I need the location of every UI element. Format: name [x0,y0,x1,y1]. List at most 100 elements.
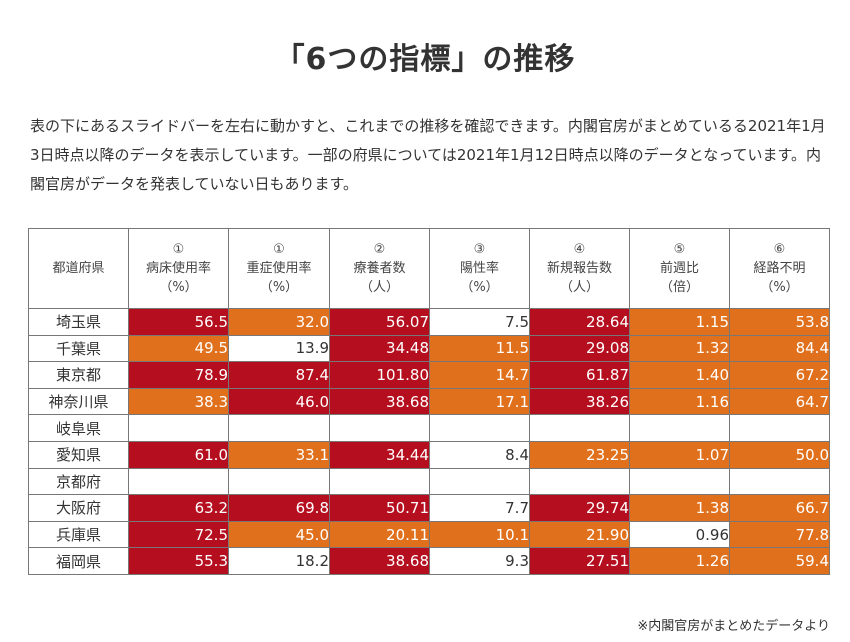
value-cell: 23.25 [529,440,630,469]
value-cell [729,414,830,442]
prefecture-cell: 埼玉県 [28,308,129,336]
column-header: ① 病床使用率 （%） [128,228,229,309]
value-cell: 61.87 [529,361,630,389]
value-cell: 10.1 [429,520,530,549]
table-row: 神奈川県 38.3 46.0 38.68 17.1 38.26 1.16 64.7 [28,387,830,416]
value-cell: 50.71 [329,494,430,522]
prefecture-cell: 大阪府 [28,494,129,522]
column-unit: （人） [359,280,399,295]
value-cell: 45.0 [228,520,330,549]
column-name: 重症使用率 [246,261,312,276]
column-number: ③ [473,242,486,257]
column-number: ⑤ [673,242,686,257]
value-cell: 33.1 [228,440,330,469]
value-cell: 46.0 [228,387,330,416]
value-cell [729,467,830,496]
table-row: 埼玉県 56.5 32.0 56.07 7.5 28.64 1.15 53.8 [28,308,830,336]
value-cell: 7.5 [429,308,530,336]
value-cell: 66.7 [729,494,830,522]
table-row: 大阪府 63.2 69.8 50.71 7.7 29.74 1.38 66.7 [28,494,830,522]
value-cell [128,467,229,496]
value-cell: 61.0 [128,440,229,469]
prefecture-cell: 愛知県 [28,440,129,469]
value-cell: 13.9 [228,334,330,363]
column-name: 療養者数 [353,261,406,276]
column-number: ④ [573,242,586,257]
table-row: 京都府 [28,467,830,496]
column-header: ⑤ 前週比 （倍） [629,228,730,309]
value-cell [228,467,330,496]
column-unit: （%） [760,280,799,295]
table-row: 福岡県 55.3 18.2 38.68 9.3 27.51 1.26 59.4 [28,547,830,575]
prefecture-cell: 岐阜県 [28,414,129,442]
prefecture-cell: 福岡県 [28,547,129,575]
column-header: ⑥ 経路不明 （%） [729,228,830,309]
value-cell: 87.4 [228,361,330,389]
value-cell: 69.8 [228,494,330,522]
value-cell: 53.8 [729,308,830,336]
source-footnote: ※内閣官房がまとめたデータより [637,619,830,634]
column-number: ① [273,242,285,257]
value-cell: 1.07 [629,440,730,469]
table-row: 岐阜県 [28,414,830,442]
value-cell: 38.26 [529,387,630,416]
value-cell: 7.7 [429,494,530,522]
table-header-row: 都道府県 ① 病床使用率 （%） ① 重症使用率 （%） ② 療養者数 （人） … [28,228,830,309]
column-header: ③ 陽性率 （%） [429,228,530,309]
value-cell: 28.64 [529,308,630,336]
value-cell: 1.32 [629,334,730,363]
value-cell: 34.44 [329,440,430,469]
value-cell: 14.7 [429,361,530,389]
value-cell [629,414,730,442]
value-cell: 11.5 [429,334,530,363]
value-cell: 84.4 [729,334,830,363]
column-number: ① [172,242,185,257]
value-cell: 1.26 [629,547,730,575]
value-cell: 1.38 [629,494,730,522]
value-cell: 50.0 [729,440,830,469]
value-cell: 27.51 [529,547,630,575]
value-cell: 1.16 [629,387,730,416]
page-title: 「6つの指標」の推移 [274,42,576,77]
value-cell [429,467,530,496]
column-number: ② [373,242,386,257]
value-cell: 72.5 [128,520,229,549]
column-unit: （人） [559,280,599,295]
value-cell: 38.68 [329,547,430,575]
column-name: 経路不明 [753,261,806,276]
value-cell: 63.2 [128,494,229,522]
prefecture-cell: 千葉県 [28,334,129,363]
value-cell [529,414,630,442]
value-cell: 32.0 [228,308,330,336]
value-cell: 1.40 [629,361,730,389]
column-unit: （倍） [659,280,699,295]
value-cell: 55.3 [128,547,229,575]
prefecture-cell: 神奈川県 [28,387,129,416]
value-cell: 77.8 [729,520,830,549]
column-header: 都道府県 [28,228,129,309]
prefecture-cell: 京都府 [28,467,129,496]
table-row: 兵庫県 72.5 45.0 20.11 10.1 21.90 0.96 77.8 [28,520,830,549]
value-cell: 67.2 [729,361,830,389]
column-unit: （%） [460,280,499,295]
value-cell: 9.3 [429,547,530,575]
column-header: ② 療養者数 （人） [329,228,430,309]
value-cell [529,467,630,496]
column-unit: （%） [159,280,198,295]
value-cell: 78.9 [128,361,229,389]
value-cell [228,414,330,442]
indicator-table: 都道府県 ① 病床使用率 （%） ① 重症使用率 （%） ② 療養者数 （人） … [28,228,830,575]
value-cell [128,414,229,442]
column-unit: （%） [259,280,299,295]
column-header: ④ 新規報告数 （人） [529,228,630,309]
column-name: 病床使用率 [145,261,211,276]
value-cell: 21.90 [529,520,630,549]
column-name: 前週比 [659,261,699,276]
prefecture-cell: 東京都 [28,361,129,389]
value-cell: 56.07 [329,308,430,336]
description-text: 表の下にあるスライドバーを左右に動かすと、これまでの推移を確認できます。内閣官房… [30,117,826,193]
table-row: 愛知県 61.0 33.1 34.44 8.4 23.25 1.07 50.0 [28,440,830,469]
column-name: 新規報告数 [546,261,612,276]
column-header: ① 重症使用率 （%） [228,228,330,309]
value-cell: 38.68 [329,387,430,416]
